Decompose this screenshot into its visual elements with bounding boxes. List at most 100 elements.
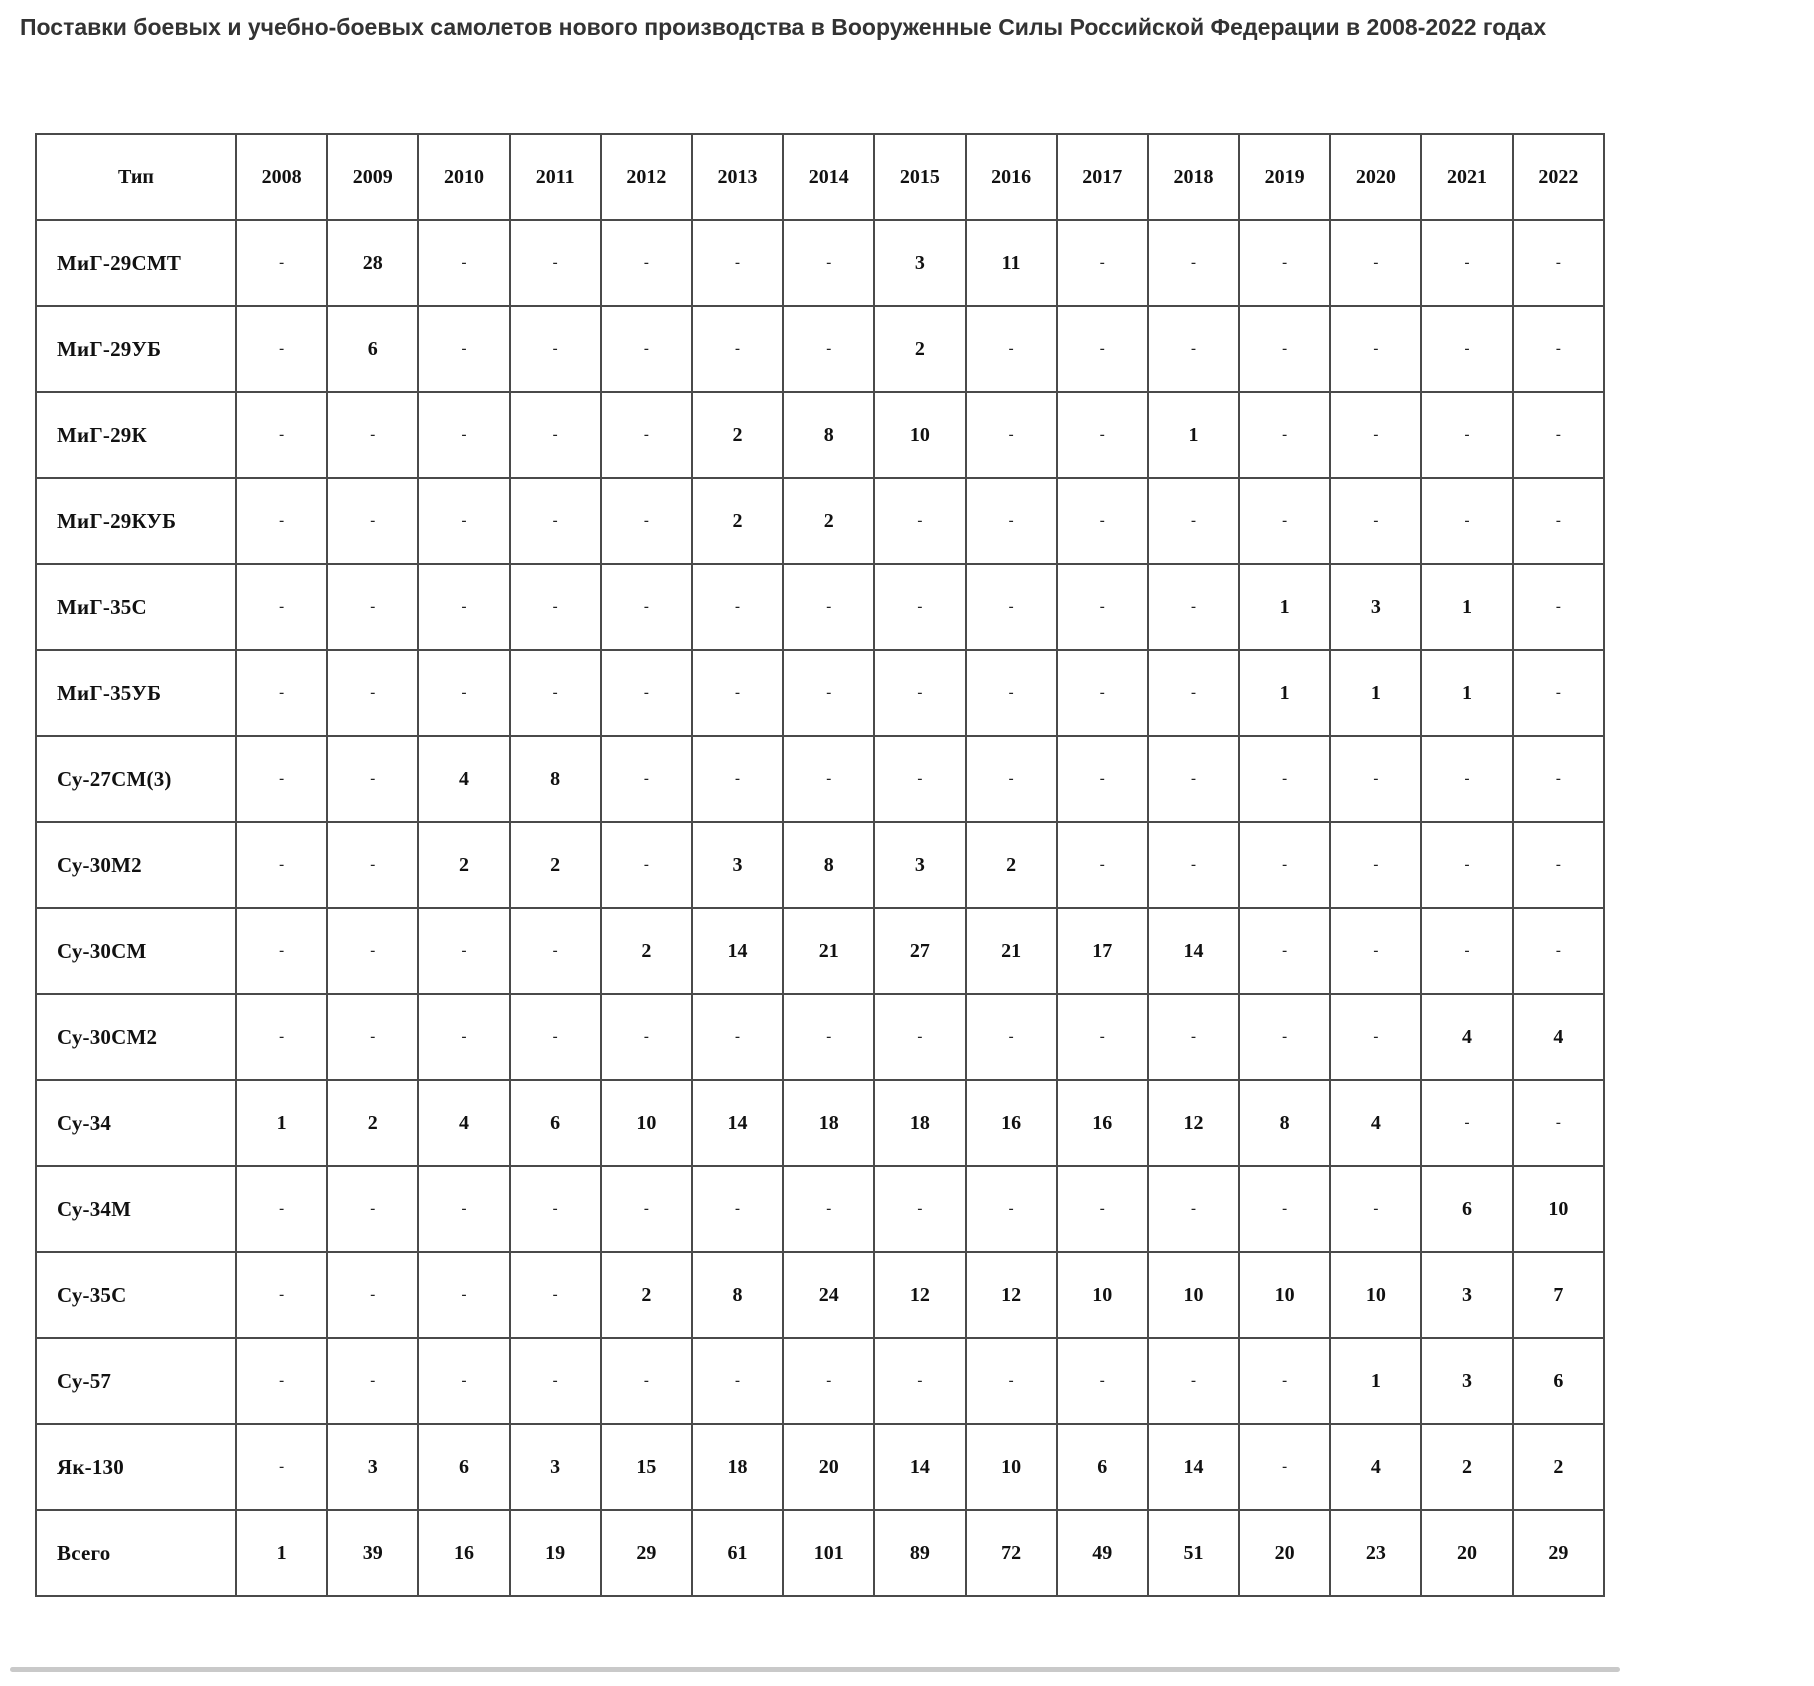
value-cell: - bbox=[1329, 219, 1423, 307]
value-cell: 10 bbox=[964, 1423, 1058, 1511]
table-row-Су-57: Су-57- - - - - - - - - - - -1 3 6 bbox=[35, 1337, 1606, 1425]
value-cell: 8 bbox=[1238, 1079, 1332, 1167]
column-header-year-2012: 2012 bbox=[599, 133, 693, 221]
table-row-Су-35С: Су-35С - - - -2 8 24 12 12 10 10 10 10 3 7 bbox=[35, 1251, 1606, 1339]
value-cell: - bbox=[1329, 735, 1423, 823]
value-cell: 20 bbox=[782, 1423, 876, 1511]
value-cell: 6 bbox=[1420, 1165, 1514, 1253]
value-cell: - bbox=[964, 649, 1058, 737]
value-cell: 1 bbox=[234, 1079, 329, 1167]
table-row-Су-34М: Су-34М - - - - - - - - - - - - -6 10 bbox=[35, 1165, 1606, 1253]
value-cell: - bbox=[599, 735, 693, 823]
value-cell: 1 bbox=[1329, 1337, 1423, 1425]
value-cell: - bbox=[1146, 821, 1241, 909]
value-cell: - bbox=[1420, 821, 1514, 909]
value-cell: - bbox=[326, 563, 420, 651]
value-cell: - bbox=[1146, 993, 1241, 1081]
value-cell: - bbox=[964, 391, 1058, 479]
value-cell: 12 bbox=[964, 1251, 1058, 1339]
value-cell: - bbox=[1238, 477, 1332, 565]
value-cell: - bbox=[326, 1251, 420, 1339]
value-cell: - bbox=[782, 1337, 876, 1425]
table-row-Всего: Всего 1 39 16 19 29 61 101 89 72 49 51 20 23 20 29 bbox=[35, 1509, 1606, 1597]
row-label: Су-30М2 bbox=[35, 821, 237, 909]
value-cell: 6 bbox=[417, 1423, 511, 1511]
value-cell: - bbox=[690, 219, 785, 307]
table-row-МиГ-29УБ: МиГ-29УБ -6- - - - -2- - - - - - - bbox=[35, 305, 1606, 393]
value-cell: - bbox=[690, 1165, 785, 1253]
value-cell: - bbox=[234, 1251, 329, 1339]
value-cell: - bbox=[234, 477, 329, 565]
value-cell: - bbox=[508, 391, 602, 479]
value-cell: - bbox=[1420, 1079, 1514, 1167]
value-cell: - bbox=[1146, 1165, 1241, 1253]
value-cell: - bbox=[690, 993, 785, 1081]
value-cell: - bbox=[599, 305, 693, 393]
value-cell: - bbox=[234, 1337, 329, 1425]
table-row-Су-34: Су-34 1 2 4 6 10 14 18 18 16 16 12 8 4- - bbox=[35, 1079, 1606, 1167]
value-cell: 1 bbox=[1420, 649, 1514, 737]
value-cell: 4 bbox=[417, 1079, 511, 1167]
value-cell: - bbox=[1055, 391, 1149, 479]
column-header-year-2021: 2021 bbox=[1420, 133, 1514, 221]
value-cell: - bbox=[1055, 305, 1149, 393]
value-cell: - bbox=[873, 563, 967, 651]
value-cell: - bbox=[1511, 219, 1606, 307]
table-row-Су-30М2: Су-30М2- -2 2-3 8 3 2- - - - - - bbox=[35, 821, 1606, 909]
value-cell: 2 bbox=[508, 821, 602, 909]
value-cell: 2 bbox=[599, 907, 693, 995]
value-cell: - bbox=[1329, 907, 1423, 995]
value-cell: - bbox=[417, 649, 511, 737]
value-cell: - bbox=[326, 649, 420, 737]
value-cell: 8 bbox=[782, 391, 876, 479]
value-cell: 29 bbox=[1511, 1509, 1606, 1597]
value-cell: - bbox=[326, 907, 420, 995]
value-cell: 3 bbox=[873, 821, 967, 909]
value-cell: - bbox=[234, 1165, 329, 1253]
value-cell: 2 bbox=[599, 1251, 693, 1339]
value-cell: - bbox=[417, 1165, 511, 1253]
value-cell: - bbox=[873, 993, 967, 1081]
value-cell: - bbox=[599, 649, 693, 737]
value-cell: 20 bbox=[1420, 1509, 1514, 1597]
value-cell: 18 bbox=[782, 1079, 876, 1167]
value-cell: - bbox=[326, 477, 420, 565]
column-header-year-2015: 2015 bbox=[873, 133, 967, 221]
value-cell: - bbox=[1238, 305, 1332, 393]
value-cell: - bbox=[964, 1337, 1058, 1425]
value-cell: 29 bbox=[599, 1509, 693, 1597]
value-cell: 3 bbox=[873, 219, 967, 307]
value-cell: - bbox=[690, 1337, 785, 1425]
value-cell: - bbox=[873, 1165, 967, 1253]
value-cell: - bbox=[782, 563, 876, 651]
value-cell: - bbox=[964, 305, 1058, 393]
value-cell: 24 bbox=[782, 1251, 876, 1339]
value-cell: - bbox=[690, 735, 785, 823]
value-cell: - bbox=[1329, 305, 1423, 393]
table-row-МиГ-35С: МиГ-35С - - - - - - - - - - -1 3 1- bbox=[35, 563, 1606, 651]
value-cell: 1 bbox=[234, 1509, 329, 1597]
value-cell: - bbox=[1511, 1079, 1606, 1167]
value-cell: - bbox=[873, 735, 967, 823]
value-cell: - bbox=[1511, 305, 1606, 393]
value-cell: - bbox=[1146, 219, 1241, 307]
value-cell: - bbox=[326, 1337, 420, 1425]
value-cell: 49 bbox=[1055, 1509, 1149, 1597]
value-cell: 6 bbox=[508, 1079, 602, 1167]
value-cell: - bbox=[782, 735, 876, 823]
value-cell: - bbox=[508, 1337, 602, 1425]
horizontal-scrollbar[interactable] bbox=[10, 1667, 1620, 1672]
value-cell: - bbox=[1329, 477, 1423, 565]
value-cell: - bbox=[873, 1337, 967, 1425]
value-cell: 11 bbox=[964, 219, 1058, 307]
table-header-row: Тип 2008 2009 2010 2011 2012 2013 2014 2015 2016 2… bbox=[35, 133, 1606, 221]
value-cell: 51 bbox=[1146, 1509, 1241, 1597]
column-header-year-2011: 2011 bbox=[508, 133, 602, 221]
value-cell: - bbox=[234, 649, 329, 737]
value-cell: 4 bbox=[1329, 1423, 1423, 1511]
value-cell: 28 bbox=[326, 219, 420, 307]
value-cell: - bbox=[964, 563, 1058, 651]
value-cell: - bbox=[1146, 563, 1241, 651]
value-cell: - bbox=[1238, 735, 1332, 823]
value-cell: 2 bbox=[873, 305, 967, 393]
